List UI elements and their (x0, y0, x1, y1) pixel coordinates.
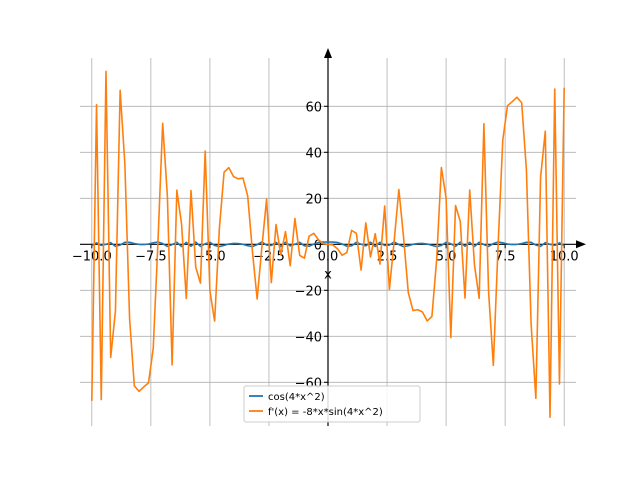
y-tick-label: 60 (305, 100, 322, 115)
x-tick-label: 10.0 (550, 249, 579, 264)
y-axis-arrow (324, 48, 332, 58)
legend-box (243, 385, 421, 423)
legend-label-2: f'(x) = -8*x*sin(4*x^2) (268, 407, 383, 418)
y-tick-label: 20 (305, 192, 322, 207)
series-group (91, 70, 565, 419)
y-tick-label: −20 (295, 284, 322, 299)
y-tick-label: −40 (295, 330, 322, 345)
series-line-1 (91, 241, 565, 248)
x-tick-label: −10.0 (72, 249, 112, 264)
y-tick-label: 40 (305, 146, 322, 161)
x-tick-label: −5.0 (194, 249, 226, 264)
x-tick-label: −7.5 (135, 249, 167, 264)
x-tick-label: 0.0 (318, 249, 339, 264)
y-tick-label: 0 (314, 238, 322, 253)
x-axis-arrow (576, 240, 586, 249)
x-tick-label: 5.0 (436, 249, 457, 264)
x-axis-label: x (324, 267, 332, 282)
x-tick-label: 7.5 (495, 249, 516, 264)
series-line-2 (91, 70, 565, 419)
legend-label-1: cos(4*x^2) (268, 392, 325, 403)
legend: cos(4*x^2) f'(x) = -8*x*sin(4*x^2) (243, 385, 421, 423)
